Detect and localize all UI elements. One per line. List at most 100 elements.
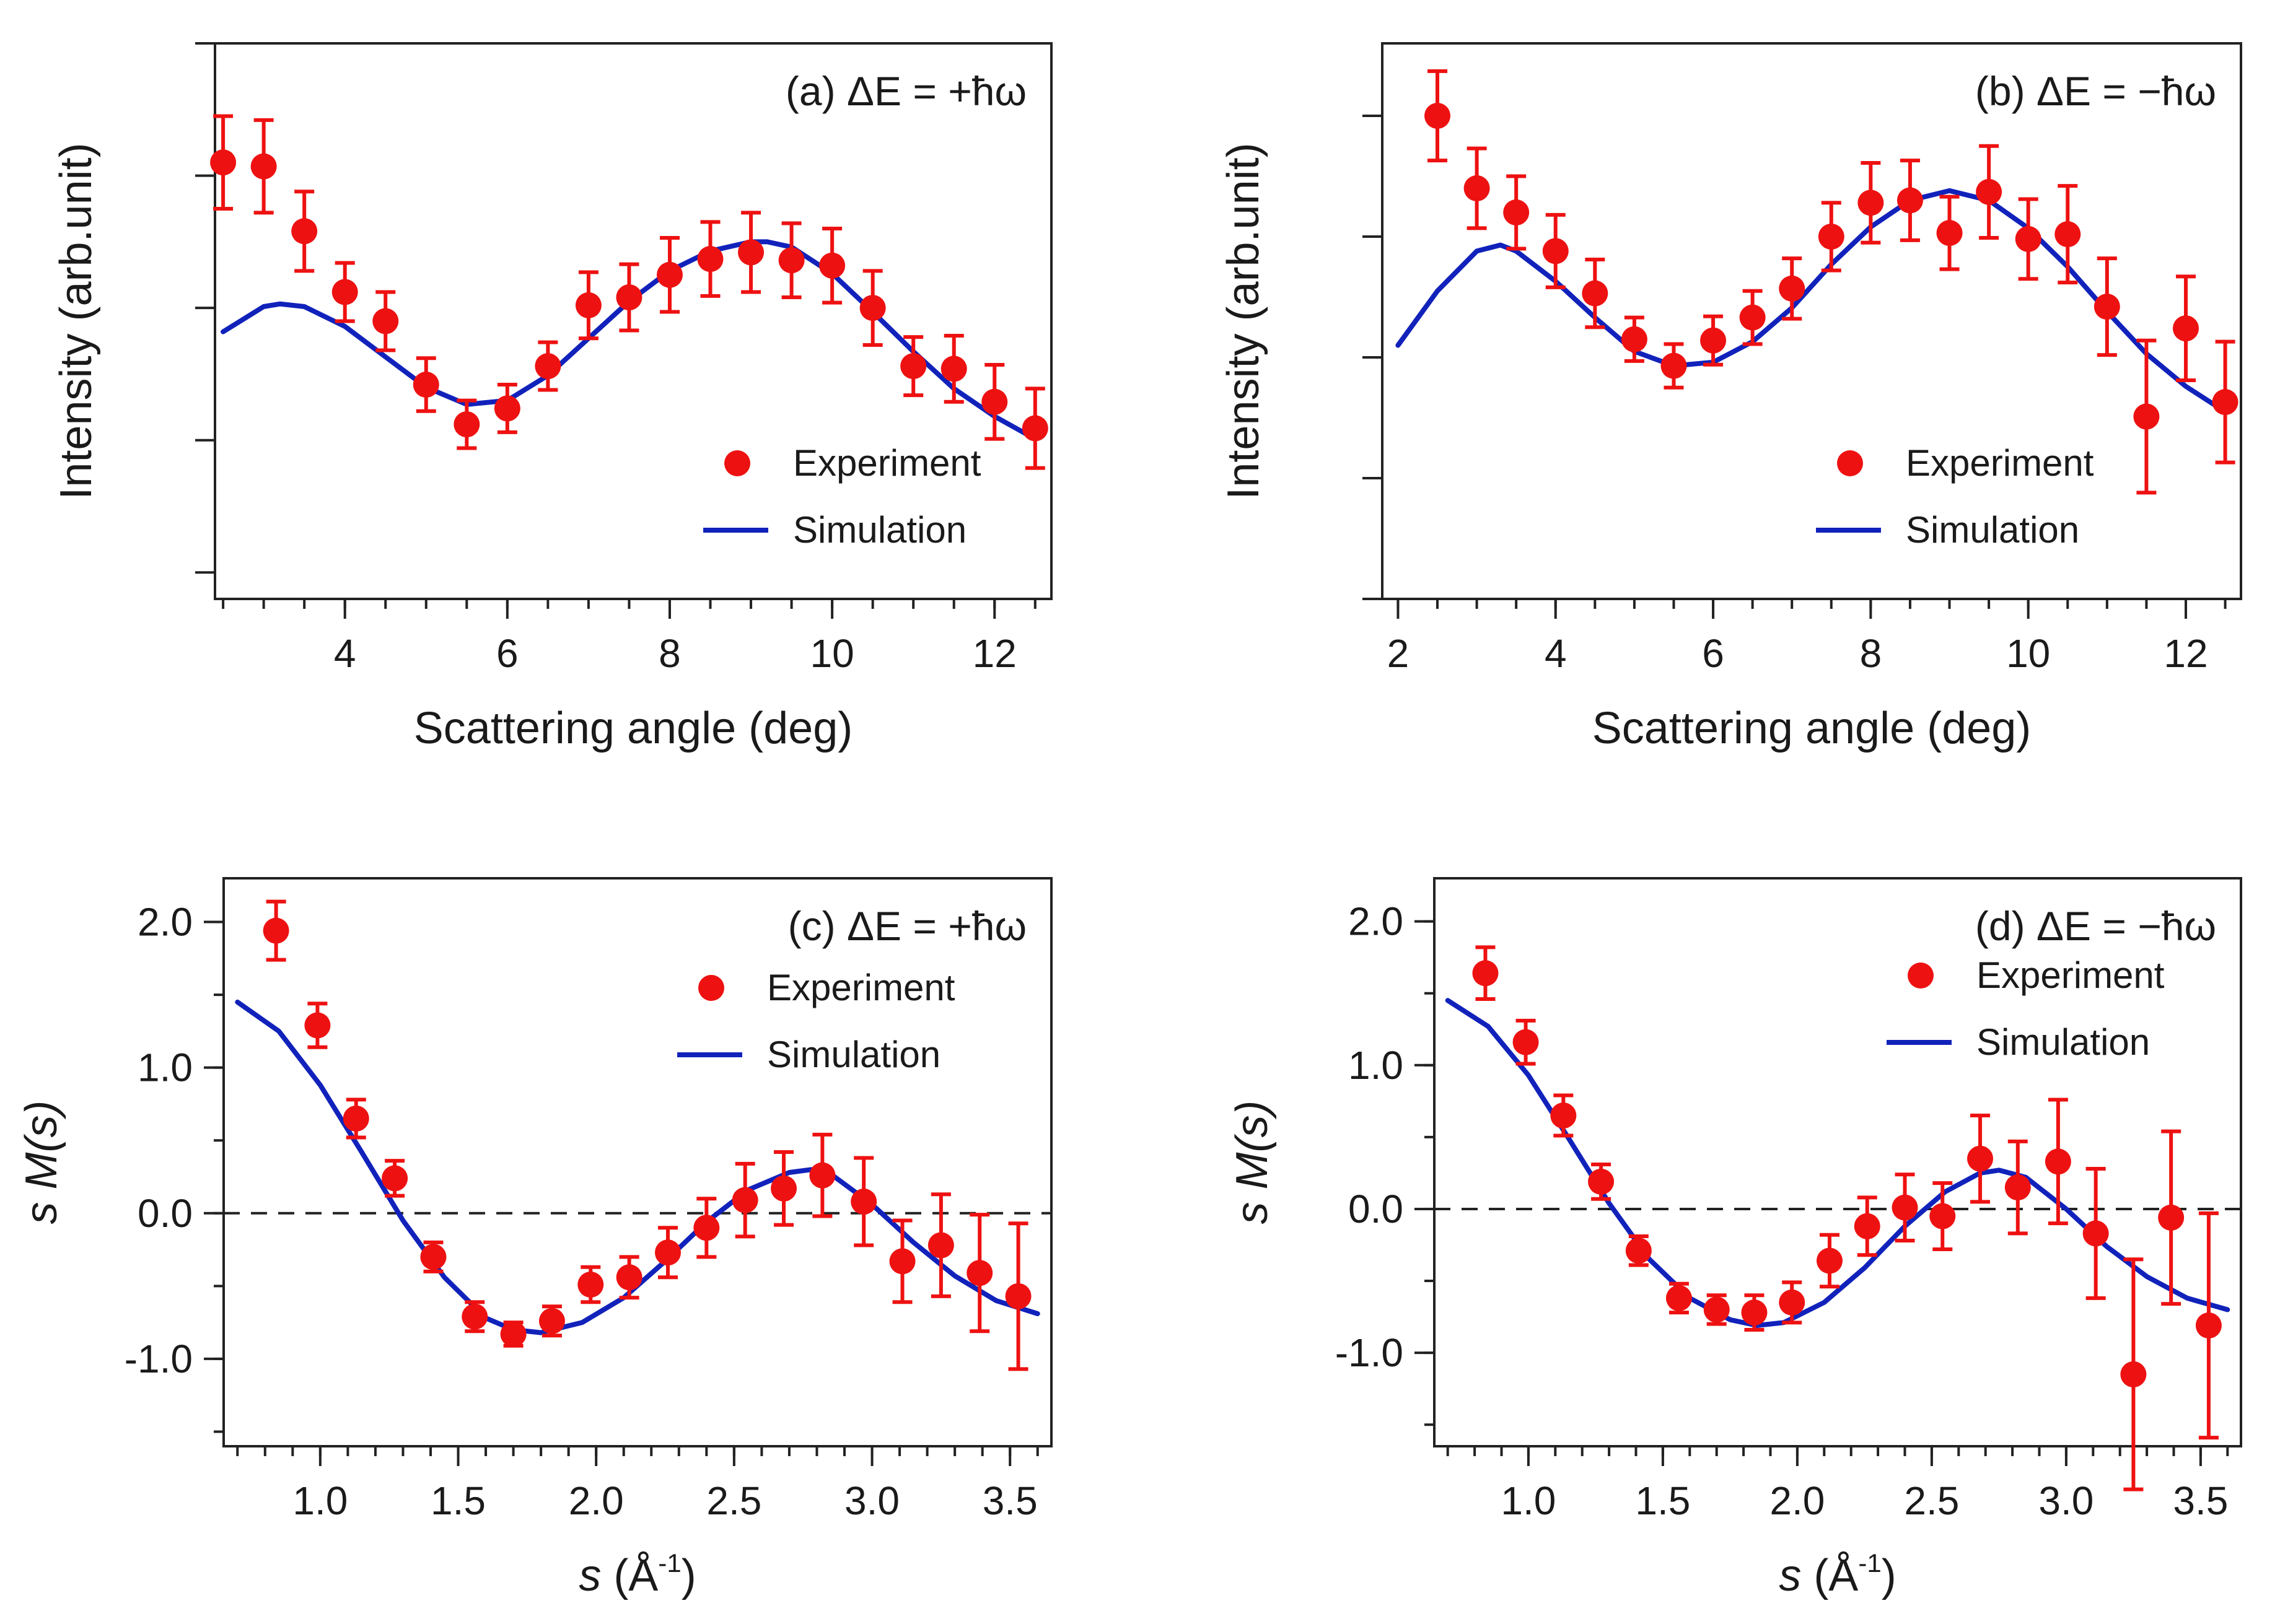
panel-c: 1.0 1.5 2.0 2.5 3.0 3.5 -1.0 0.0 1.0 2.0 s (Å-1) s … — [17, 877, 1053, 1600]
experiment-point — [2133, 403, 2160, 430]
experiment-point — [1936, 220, 1963, 247]
y-tick-label: 2.0 — [1348, 899, 1403, 944]
x-axis-title: s (Å-1) — [1779, 1548, 1896, 1600]
experiment-point — [2094, 294, 2120, 320]
experiment-point — [927, 1232, 954, 1259]
experiment-point — [343, 1105, 369, 1132]
x-tick-label: 2 — [1387, 631, 1410, 676]
experiment-point — [500, 1321, 527, 1347]
x-tick-label: 12 — [973, 631, 1017, 676]
panel-label: (c) ΔE = +ħω — [788, 903, 1027, 949]
x-tick-label: 2.0 — [569, 1478, 624, 1523]
x-tick-label: 3.0 — [844, 1478, 900, 1523]
y-tick-label: 2.0 — [138, 900, 193, 945]
experiment-point — [1896, 187, 1923, 214]
experiment-point — [535, 353, 561, 380]
experiment-point — [1022, 415, 1048, 442]
experiment-point — [250, 153, 277, 180]
experiment-point — [738, 239, 765, 266]
x-tick-label: 6 — [1702, 631, 1724, 676]
legend-experiment-marker — [1908, 963, 1934, 989]
experiment-point — [304, 1012, 331, 1039]
experiment-point — [1424, 103, 1451, 129]
experiment-point — [1741, 1299, 1768, 1326]
x-tick-label: 1.5 — [431, 1478, 486, 1523]
legend-simulation-label: Simulation — [793, 509, 967, 551]
experiment-point — [2212, 389, 2238, 416]
experiment-point — [538, 1307, 565, 1334]
y-axis-title: Intensity (arb.unit) — [1219, 142, 1268, 499]
legend-experiment-label: Experiment — [793, 442, 981, 484]
experiment-point — [331, 279, 358, 305]
x-tick-label: 4 — [334, 631, 356, 676]
experiment-point — [1472, 960, 1499, 987]
legend: Experiment Simulation — [703, 442, 981, 551]
experiment-point — [2015, 225, 2041, 252]
experiment-point — [1542, 238, 1569, 264]
panel-label: (b) ΔE = −ħω — [1975, 68, 2216, 114]
x-axis-title: Scattering angle (deg) — [414, 704, 853, 753]
x-tick-label: 2.0 — [1769, 1478, 1825, 1523]
experiment-point — [2195, 1312, 2222, 1338]
y-tick-label: -1.0 — [1335, 1330, 1403, 1375]
experiment-point — [1854, 1213, 1880, 1239]
legend-simulation-label: Simulation — [767, 1034, 940, 1075]
experiment-point — [1625, 1238, 1652, 1264]
experiment-point — [1621, 326, 1647, 352]
y-tick-label: 1.0 — [138, 1046, 193, 1090]
experiment-point — [2082, 1220, 2109, 1247]
legend-simulation-label: Simulation — [1906, 509, 2079, 551]
experiment-point — [1503, 199, 1530, 225]
experiment-point — [462, 1303, 488, 1330]
experiment-point — [1660, 352, 1687, 379]
experiment-point — [1892, 1194, 1918, 1221]
x-tick-label: 2.5 — [1904, 1478, 1959, 1523]
experiment-point — [1005, 1283, 1032, 1309]
experiment-point — [778, 247, 805, 274]
experiment-point — [382, 1165, 408, 1192]
y-tick-label: 0.0 — [138, 1191, 193, 1236]
panel-b: 2 4 6 8 10 12 Scattering angle (deg) Intensity … — [1219, 42, 2242, 753]
experiment-point — [1818, 224, 1844, 250]
experiment-point — [1588, 1168, 1615, 1195]
experiment-point — [2158, 1204, 2185, 1231]
x-axis-title: Scattering angle (deg) — [1592, 704, 2031, 753]
panel-label: (d) ΔE = −ħω — [1975, 903, 2216, 949]
experiment-point — [454, 411, 480, 438]
legend-experiment-label: Experiment — [1976, 954, 2165, 996]
simulation-curve — [235, 999, 1040, 1335]
legend-experiment-label: Experiment — [1906, 442, 2094, 484]
experiment-point — [1739, 304, 1766, 331]
legend-experiment-label: Experiment — [767, 967, 955, 1008]
y-axis-title: s M(s) — [1227, 1101, 1277, 1225]
experiment-point — [1463, 175, 1490, 201]
panel-label: (a) ΔE = +ħω — [786, 68, 1027, 114]
x-tick-label: 2.5 — [706, 1478, 761, 1523]
legend: Experiment Simulation — [677, 967, 955, 1075]
experiment-point — [809, 1162, 836, 1189]
x-tick-label: 1.0 — [292, 1478, 348, 1523]
experiment-point — [210, 149, 237, 176]
experiment-point — [2120, 1361, 2147, 1387]
experiment-point — [1816, 1247, 1843, 1274]
experiment-point — [656, 261, 683, 288]
y-tick-label: 1.0 — [1348, 1043, 1403, 1088]
plot-frame — [222, 877, 1053, 1447]
panel-d: 1.0 1.5 2.0 2.5 3.0 3.5 -1.0 0.0 1.0 2.0 s (Å-1) s … — [1227, 877, 2242, 1600]
experiment-point — [616, 284, 642, 311]
legend-simulation-label: Simulation — [1976, 1021, 2150, 1063]
y-axis-title: Intensity (arb.unit) — [51, 142, 101, 499]
experiment-point — [1665, 1285, 1692, 1311]
experiment-point — [577, 1272, 604, 1298]
experiment-point — [2045, 1148, 2071, 1175]
experiment-point — [575, 292, 602, 318]
experiment-point — [494, 395, 520, 422]
plot-frame — [1381, 42, 2242, 600]
x-tick-label: 3.0 — [2038, 1478, 2094, 1523]
experiment-point — [1779, 275, 1805, 302]
experiment-point — [2004, 1174, 2031, 1201]
y-axis-title: s M(s) — [17, 1101, 66, 1225]
experiment-point — [771, 1175, 797, 1202]
experiment-point — [263, 917, 289, 944]
